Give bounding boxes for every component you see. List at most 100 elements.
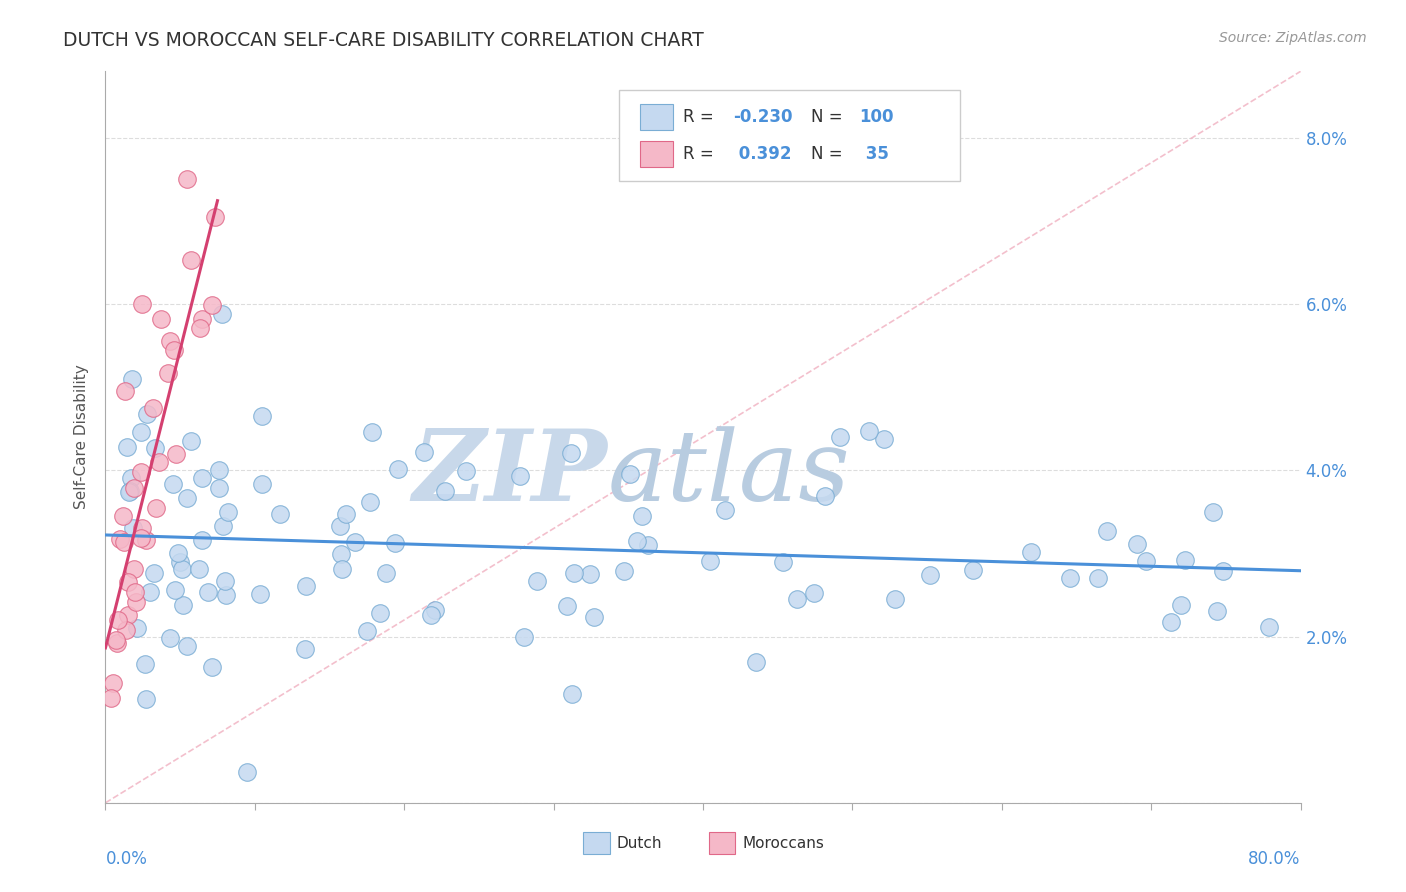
Point: [162, 476, 184, 491]
Point: [619, 467, 641, 482]
Point: [191, 470, 214, 484]
Text: 35: 35: [859, 145, 889, 163]
Point: [387, 462, 409, 476]
Point: [143, 441, 166, 455]
Point: [562, 566, 585, 580]
Point: [159, 334, 181, 349]
Point: [180, 434, 202, 449]
Point: [1206, 604, 1229, 618]
Point: [252, 409, 274, 423]
Point: [1087, 571, 1109, 585]
Point: [169, 555, 191, 569]
Text: N =: N =: [810, 145, 848, 163]
Point: [250, 477, 273, 491]
Point: [121, 372, 143, 386]
Point: [214, 574, 236, 588]
Point: [360, 425, 382, 440]
Point: [419, 607, 441, 622]
Point: [117, 575, 139, 590]
Bar: [709, 832, 735, 854]
Point: [107, 636, 129, 650]
Point: [814, 489, 837, 503]
Bar: [583, 832, 610, 854]
Point: [583, 610, 606, 624]
Point: [156, 366, 179, 380]
Point: [208, 481, 231, 495]
Text: Dutch: Dutch: [617, 836, 662, 851]
Text: R =: R =: [683, 145, 718, 163]
Point: [134, 657, 156, 671]
Bar: [640, 103, 673, 130]
Point: [526, 574, 548, 588]
Point: [142, 566, 165, 580]
Text: 0.0%: 0.0%: [105, 850, 148, 868]
Point: [145, 501, 167, 516]
Point: [714, 503, 737, 517]
Point: [1174, 552, 1197, 566]
Point: [125, 621, 148, 635]
Point: [122, 562, 145, 576]
Point: [172, 598, 194, 612]
Point: [124, 481, 146, 495]
Point: [191, 311, 214, 326]
Point: [1258, 620, 1281, 634]
Point: [384, 536, 406, 550]
Bar: [640, 141, 673, 167]
Point: [772, 555, 794, 569]
Point: [434, 483, 457, 498]
Point: [555, 599, 578, 614]
Text: N =: N =: [810, 108, 848, 126]
Point: [118, 483, 141, 498]
Text: Source: ZipAtlas.com: Source: ZipAtlas.com: [1219, 31, 1367, 45]
Point: [131, 521, 153, 535]
Point: [135, 533, 157, 548]
Point: [176, 491, 198, 505]
Point: [124, 584, 146, 599]
Point: [1095, 524, 1118, 538]
Point: [962, 563, 984, 577]
Point: [139, 585, 162, 599]
Point: [166, 448, 188, 462]
Point: [613, 564, 636, 578]
Point: [884, 592, 907, 607]
Text: R =: R =: [683, 108, 718, 126]
Point: [107, 613, 129, 627]
Point: [631, 508, 654, 523]
Point: [745, 655, 768, 669]
Point: [873, 432, 896, 446]
Point: [176, 172, 198, 186]
Point: [699, 554, 721, 568]
Point: [249, 587, 271, 601]
Point: [858, 424, 880, 438]
Point: [1135, 554, 1157, 568]
Point: [131, 297, 153, 311]
Point: [637, 538, 659, 552]
Point: [1019, 544, 1042, 558]
Point: [190, 533, 212, 547]
Point: [129, 465, 152, 479]
Point: [579, 567, 602, 582]
Text: 0.392: 0.392: [733, 145, 792, 163]
Point: [112, 508, 135, 523]
Point: [176, 639, 198, 653]
Point: [129, 531, 152, 545]
Point: [803, 585, 825, 599]
Point: [166, 546, 188, 560]
Point: [329, 547, 352, 561]
Point: [180, 253, 202, 268]
Point: [148, 455, 170, 469]
Point: [359, 495, 381, 509]
Point: [129, 425, 152, 440]
Point: [118, 485, 141, 500]
Point: [114, 624, 136, 638]
FancyBboxPatch shape: [619, 90, 960, 181]
Y-axis label: Self-Care Disability: Self-Care Disability: [75, 365, 90, 509]
Point: [110, 533, 132, 547]
Point: [828, 430, 851, 444]
Point: [172, 562, 194, 576]
Point: [413, 444, 436, 458]
Point: [786, 591, 808, 606]
Text: -0.230: -0.230: [733, 108, 793, 126]
Point: [125, 594, 148, 608]
Point: [163, 583, 186, 598]
